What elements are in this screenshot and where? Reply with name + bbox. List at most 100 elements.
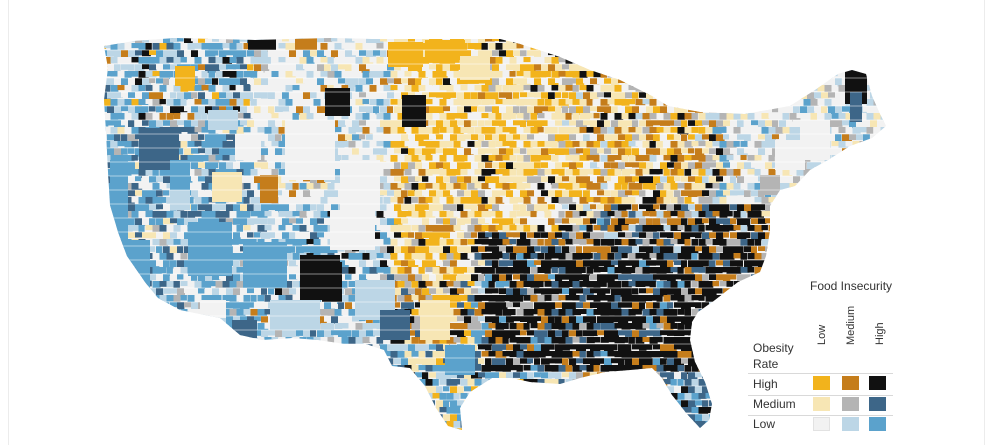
county-cell[interactable] xyxy=(821,316,831,322)
county-cell[interactable] xyxy=(754,127,765,134)
county-cell[interactable] xyxy=(530,141,540,148)
county-cell[interactable] xyxy=(828,134,839,141)
county-cell[interactable] xyxy=(282,176,291,185)
county-cell[interactable] xyxy=(597,92,605,98)
county-cell[interactable] xyxy=(520,260,529,268)
county-cell[interactable] xyxy=(590,260,599,269)
county-cell[interactable] xyxy=(499,232,509,240)
county-cell[interactable] xyxy=(642,309,652,317)
county-cell[interactable] xyxy=(467,169,479,177)
county-cell[interactable] xyxy=(401,274,410,283)
county-cell[interactable] xyxy=(292,239,302,247)
county-cell[interactable] xyxy=(282,92,289,99)
county-cell[interactable] xyxy=(439,225,448,232)
county-cell[interactable] xyxy=(331,36,338,42)
county-cell[interactable] xyxy=(191,148,200,154)
county-cell[interactable] xyxy=(142,232,152,239)
county-cell[interactable] xyxy=(583,120,592,126)
county-cell[interactable] xyxy=(705,155,716,164)
county-cell[interactable] xyxy=(422,232,432,238)
county-cell[interactable] xyxy=(733,295,741,302)
county-cell[interactable] xyxy=(474,155,484,164)
county-cell[interactable] xyxy=(516,183,526,192)
county-cell[interactable] xyxy=(551,43,562,50)
county-cell[interactable] xyxy=(663,309,672,317)
county-cell[interactable] xyxy=(149,92,157,101)
county-cell[interactable] xyxy=(285,71,296,78)
county-cell[interactable] xyxy=(796,71,805,78)
county-cell[interactable] xyxy=(257,99,264,105)
county-cell[interactable] xyxy=(383,253,391,259)
county-cell[interactable] xyxy=(635,295,647,304)
county-cell[interactable] xyxy=(457,204,464,212)
county-cell[interactable] xyxy=(107,274,118,282)
county-cell[interactable] xyxy=(275,50,286,58)
county-cell[interactable] xyxy=(114,78,125,86)
county-cell[interactable] xyxy=(691,239,699,246)
county-cell[interactable] xyxy=(408,218,416,224)
county-cell[interactable] xyxy=(422,134,433,140)
county-cell[interactable] xyxy=(478,288,488,294)
county-cell[interactable] xyxy=(205,176,215,185)
county-cell[interactable] xyxy=(366,120,377,126)
county-cell[interactable] xyxy=(744,36,751,42)
county-cell[interactable] xyxy=(702,148,709,154)
county-cell[interactable] xyxy=(362,253,373,262)
county-cell[interactable] xyxy=(229,43,240,52)
county-cell[interactable] xyxy=(110,309,118,316)
county-cell[interactable] xyxy=(222,127,231,134)
county-cell[interactable] xyxy=(97,183,106,190)
county-cell[interactable] xyxy=(180,239,189,247)
county-cell[interactable] xyxy=(110,295,121,301)
county-cell[interactable] xyxy=(205,316,214,324)
county-cell[interactable] xyxy=(537,323,548,330)
county-cell[interactable] xyxy=(159,225,168,232)
county-cell[interactable] xyxy=(779,106,789,113)
county-cell[interactable] xyxy=(296,190,306,198)
county-cell[interactable] xyxy=(317,64,327,73)
county-cell[interactable] xyxy=(817,57,828,66)
county-cell[interactable] xyxy=(394,302,401,308)
county-cell[interactable] xyxy=(436,232,444,238)
county-cell[interactable] xyxy=(236,225,244,233)
county-cell[interactable] xyxy=(730,92,738,100)
county-cell[interactable] xyxy=(656,141,663,150)
county-cell[interactable] xyxy=(719,239,730,247)
county-cell[interactable] xyxy=(775,267,786,274)
county-cell[interactable] xyxy=(544,253,552,261)
county-cell[interactable] xyxy=(520,162,531,170)
county-cell[interactable] xyxy=(551,225,562,234)
county-cell[interactable] xyxy=(292,281,303,288)
county-cell[interactable] xyxy=(649,183,656,192)
county-cell[interactable] xyxy=(275,330,286,338)
county-cell[interactable] xyxy=(737,204,747,212)
county-cell[interactable] xyxy=(142,190,150,199)
county-cell[interactable] xyxy=(572,323,580,331)
county-cell[interactable] xyxy=(635,267,644,276)
county-cell[interactable] xyxy=(163,92,172,100)
county-cell[interactable] xyxy=(478,246,487,252)
county-cell[interactable] xyxy=(467,337,475,344)
county-cell[interactable] xyxy=(97,169,103,174)
county-cell[interactable] xyxy=(359,246,366,255)
county-cell[interactable] xyxy=(198,288,205,294)
county-cell[interactable] xyxy=(537,239,544,246)
county-cell[interactable] xyxy=(523,267,531,276)
county-cell[interactable] xyxy=(257,309,268,317)
county-cell[interactable] xyxy=(667,120,676,126)
county-cell[interactable] xyxy=(366,78,374,85)
county-cell[interactable] xyxy=(793,330,800,339)
county-cell[interactable] xyxy=(306,239,315,245)
county-cell[interactable] xyxy=(187,337,198,344)
county-cell[interactable] xyxy=(548,120,555,127)
county-cell[interactable] xyxy=(870,260,878,269)
county-cell[interactable] xyxy=(677,43,689,51)
county-cell[interactable] xyxy=(138,225,145,234)
county-cell[interactable] xyxy=(369,57,378,63)
county-cell[interactable] xyxy=(754,141,763,149)
county-cell[interactable] xyxy=(145,337,157,342)
county-cell[interactable] xyxy=(201,127,210,133)
county-cell[interactable] xyxy=(649,295,659,301)
county-cell[interactable] xyxy=(453,71,465,80)
county-cell[interactable] xyxy=(464,330,471,337)
